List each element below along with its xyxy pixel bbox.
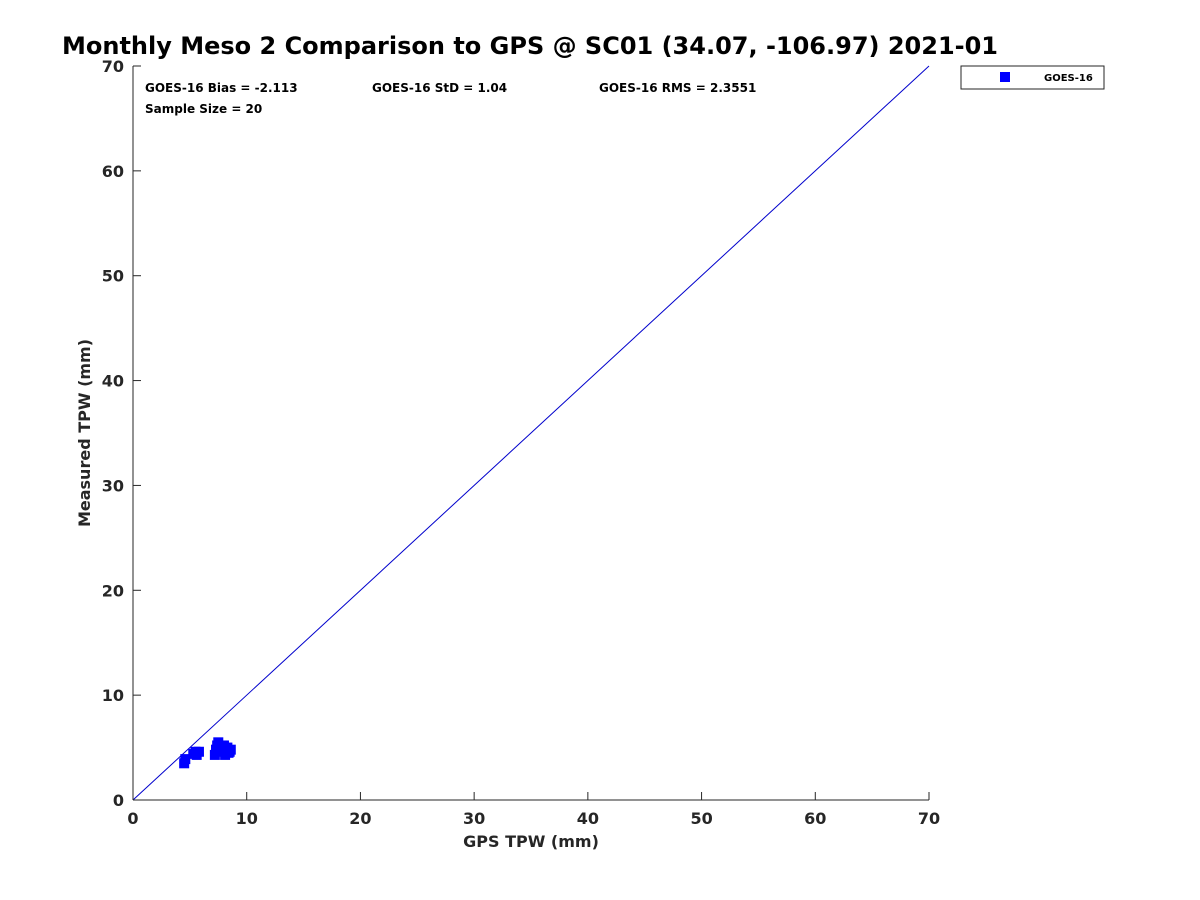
data-point [190,746,201,757]
y-tick-label: 70 [102,57,124,76]
data-point [180,754,191,765]
sample-size-stat: Sample Size = 20 [145,102,262,116]
x-tick-label: 60 [804,809,826,828]
y-tick-label: 20 [102,581,124,600]
legend-label: GOES-16 [1044,73,1093,84]
y-tick-label: 0 [113,791,124,810]
y-tick-label: 50 [102,267,124,286]
legend: GOES-16 [960,65,1105,90]
legend-box [960,65,1105,90]
bias-stat: GOES-16 Bias = -2.113 [145,81,298,95]
x-tick-label: 10 [236,809,258,828]
x-tick-label: 0 [127,809,138,828]
x-axis-ticks: 0 10 20 30 40 50 60 70 [127,792,940,828]
data-points [179,737,236,769]
data-point [214,743,225,754]
one-to-one-line [132,65,930,801]
y-tick-label: 40 [102,372,124,391]
y-tick-label: 30 [102,476,124,495]
std-stat: GOES-16 StD = 1.04 [372,81,507,95]
x-tick-label: 50 [690,809,712,828]
data-point [223,747,234,758]
y-tick-label: 60 [102,162,124,181]
data-point [213,737,224,748]
y-tick-label: 10 [102,686,124,705]
y-axis-label: Measured TPW (mm) [75,339,94,527]
x-axis-label: GPS TPW (mm) [463,832,599,851]
x-tick-label: 40 [577,809,599,828]
rms-stat: GOES-16 RMS = 2.3551 [599,81,756,95]
x-tick-label: 20 [349,809,371,828]
y-axis-ticks: 0 10 20 30 40 50 60 70 [102,57,141,810]
chart-title: Monthly Meso 2 Comparison to GPS @ SC01 … [62,32,998,60]
x-tick-label: 30 [463,809,485,828]
x-tick-label: 70 [918,809,940,828]
legend-marker [1000,72,1010,82]
